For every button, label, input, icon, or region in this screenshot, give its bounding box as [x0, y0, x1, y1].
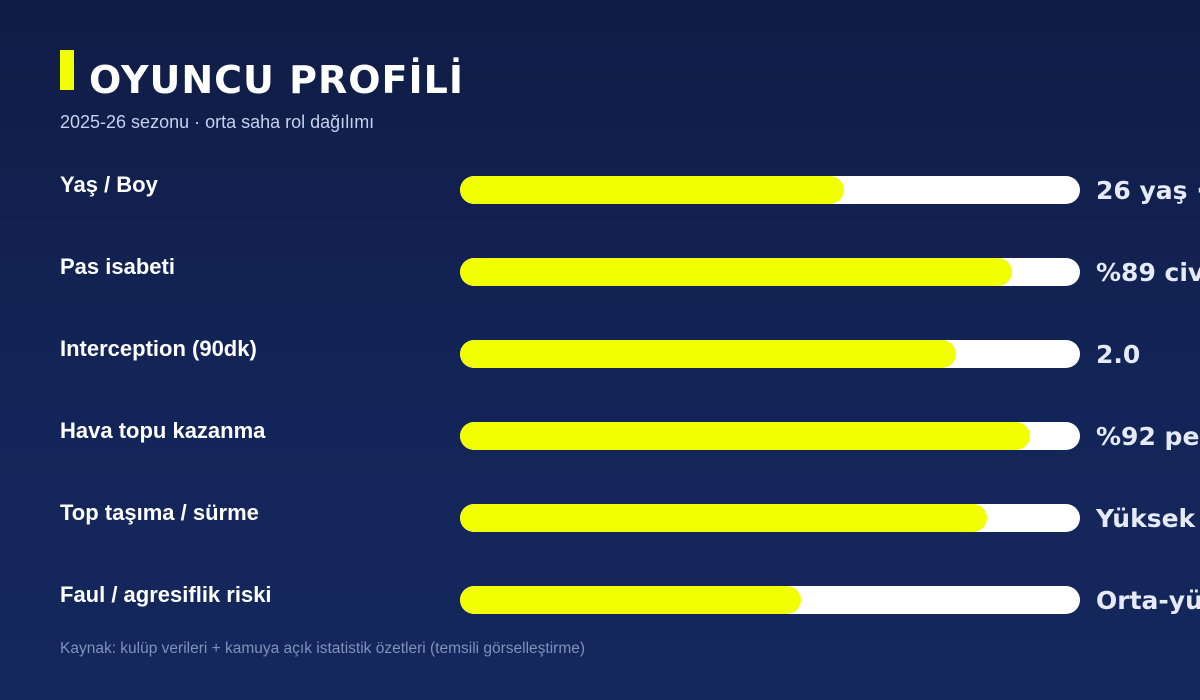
value-label: Yüksek [1096, 504, 1196, 533]
page-title: OYUNCU PROFİLİ [89, 58, 464, 102]
source-note: Kaynak: kulüp verileri + kamuya açık ist… [60, 640, 586, 657]
row-label: Interception (90dk) [60, 336, 257, 361]
value-label: 26 yaş · [1096, 176, 1200, 205]
row-label: Pas isabeti [60, 254, 175, 279]
bar-fill [460, 422, 1030, 450]
value-label: Orta-yü [1096, 586, 1200, 615]
value-label: %89 civ [1096, 258, 1200, 287]
page-subtitle: 2025-26 sezonu · orta saha rol dağılımı [60, 112, 375, 132]
bar-fill [460, 258, 1012, 286]
row-label: Hava topu kazanma [60, 418, 266, 443]
bar-fill [460, 586, 801, 614]
bar-fill [460, 340, 956, 368]
value-label: %92 pe [1096, 422, 1200, 451]
bar-track [460, 586, 1080, 614]
bar-track [460, 422, 1080, 450]
row-label: Top taşıma / sürme [60, 500, 259, 525]
bar-track [460, 340, 1080, 368]
bar-track [460, 504, 1080, 532]
row-label: Faul / agresiflik riski [60, 582, 272, 607]
value-label: 2.0 [1096, 340, 1141, 369]
title-accent-bar [60, 50, 74, 90]
bar-track [460, 258, 1080, 286]
bar-fill [460, 504, 987, 532]
row-label: Yaş / Boy [60, 172, 158, 197]
bar-track [460, 176, 1080, 204]
bar-fill [460, 176, 844, 204]
